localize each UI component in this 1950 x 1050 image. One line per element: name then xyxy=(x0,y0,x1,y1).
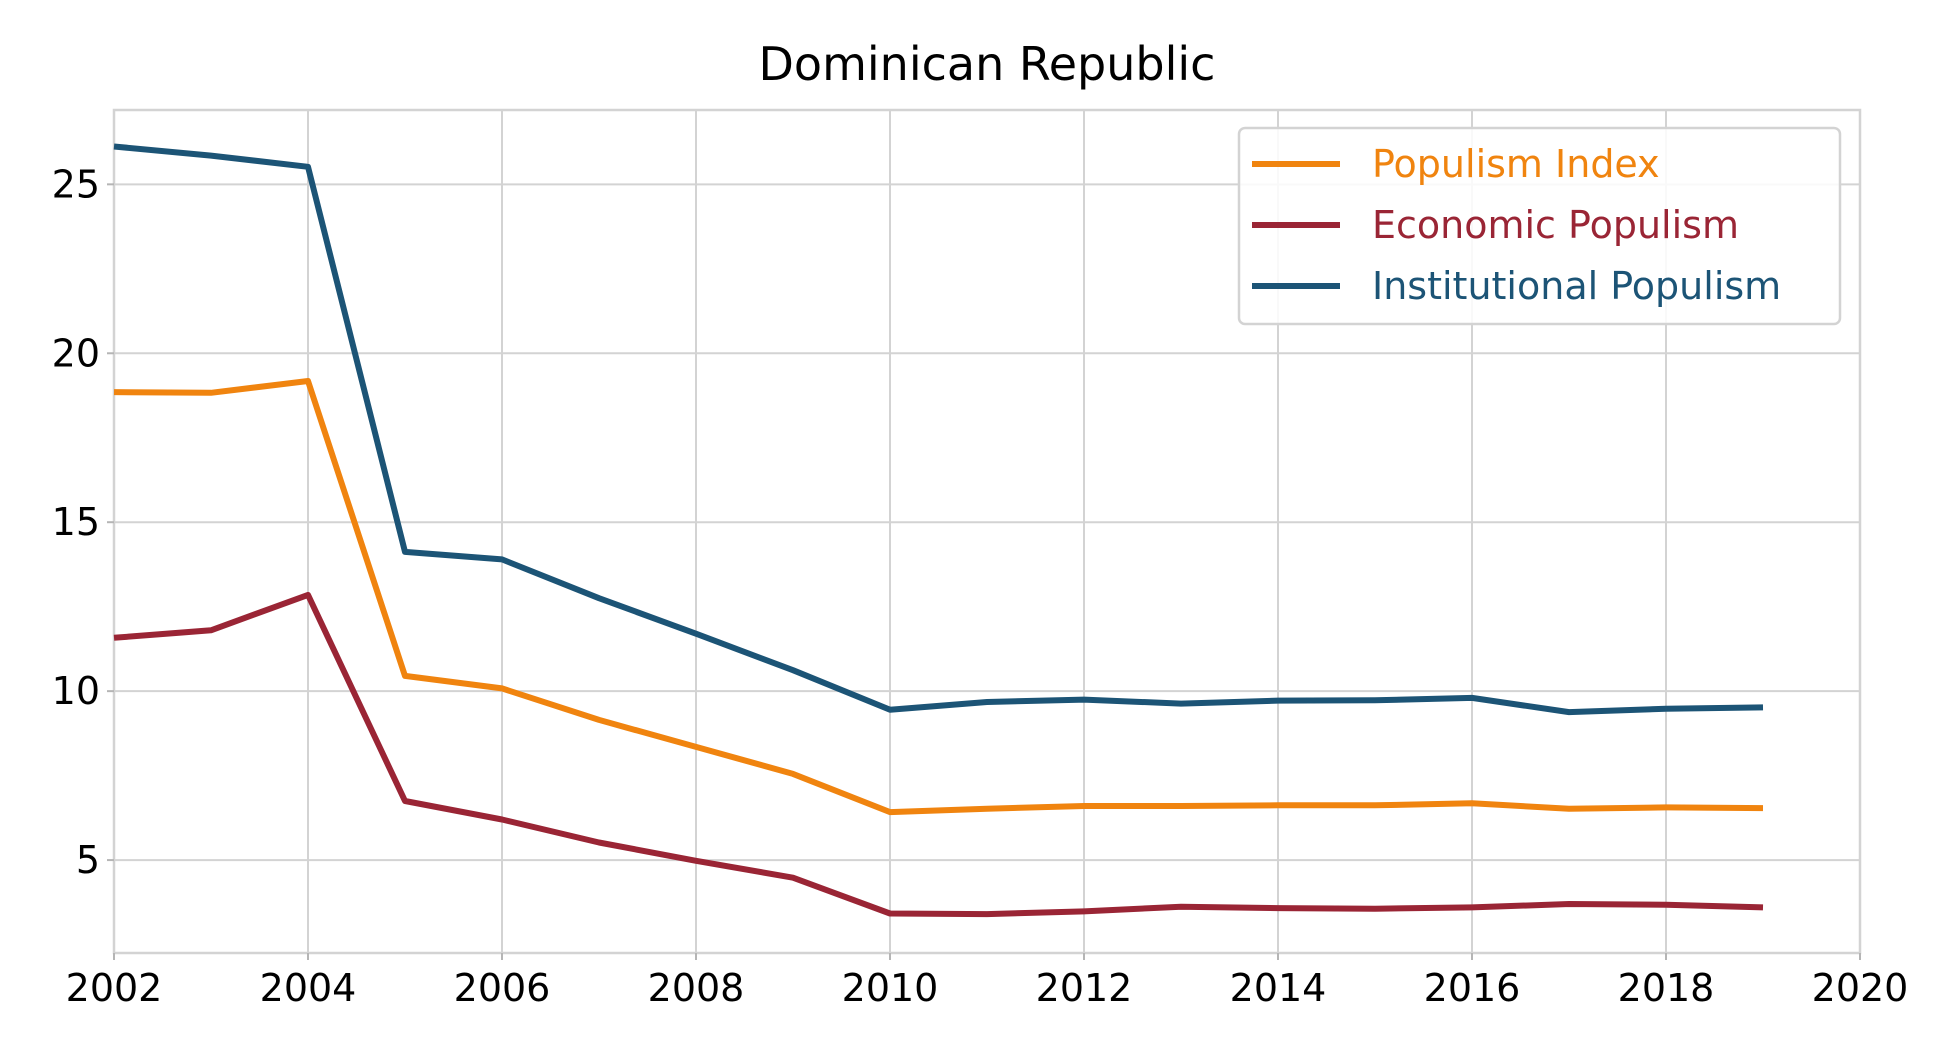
x-tick-label: 2014 xyxy=(1230,966,1327,1010)
x-tick-label: 2006 xyxy=(454,966,551,1010)
x-tick-label: 2016 xyxy=(1424,966,1521,1010)
y-axis-ticks: 5 10 15 20 25 xyxy=(52,162,114,882)
series-lines xyxy=(113,143,1764,918)
series-line-populism-index xyxy=(113,378,1764,816)
x-tick-label: 2010 xyxy=(842,966,939,1010)
grid xyxy=(113,110,1861,953)
x-tick-label: 2004 xyxy=(260,966,357,1010)
legend-label: Institutional Populism xyxy=(1372,264,1781,308)
x-tick-label: 2012 xyxy=(1036,966,1133,1010)
y-tick-label: 20 xyxy=(52,331,100,375)
series-line-institutional-populism xyxy=(113,143,1764,716)
y-tick-label: 15 xyxy=(52,500,100,544)
legend-label: Economic Populism xyxy=(1372,203,1739,247)
x-tick-label: 2002 xyxy=(66,966,163,1010)
legend: Populism Index Economic Populism Instituti… xyxy=(1237,126,1842,326)
series-line-economic-populism xyxy=(113,591,1764,918)
x-tick-label: 2008 xyxy=(648,966,745,1010)
y-tick-label: 5 xyxy=(76,838,100,882)
chart-title: Dominican Republic xyxy=(759,37,1216,91)
y-tick-label: 10 xyxy=(52,669,100,713)
legend-box xyxy=(1237,126,1842,326)
plot-frame xyxy=(112,108,1862,955)
y-tick-label: 25 xyxy=(52,162,100,206)
x-tick-label: 2020 xyxy=(1812,966,1909,1010)
x-axis-ticks: 2002 2004 2006 2008 2010 2012 2014 2016 2018 2020 xyxy=(66,953,1909,1010)
x-tick-label: 2018 xyxy=(1618,966,1715,1010)
legend-label: Populism Index xyxy=(1372,142,1660,186)
